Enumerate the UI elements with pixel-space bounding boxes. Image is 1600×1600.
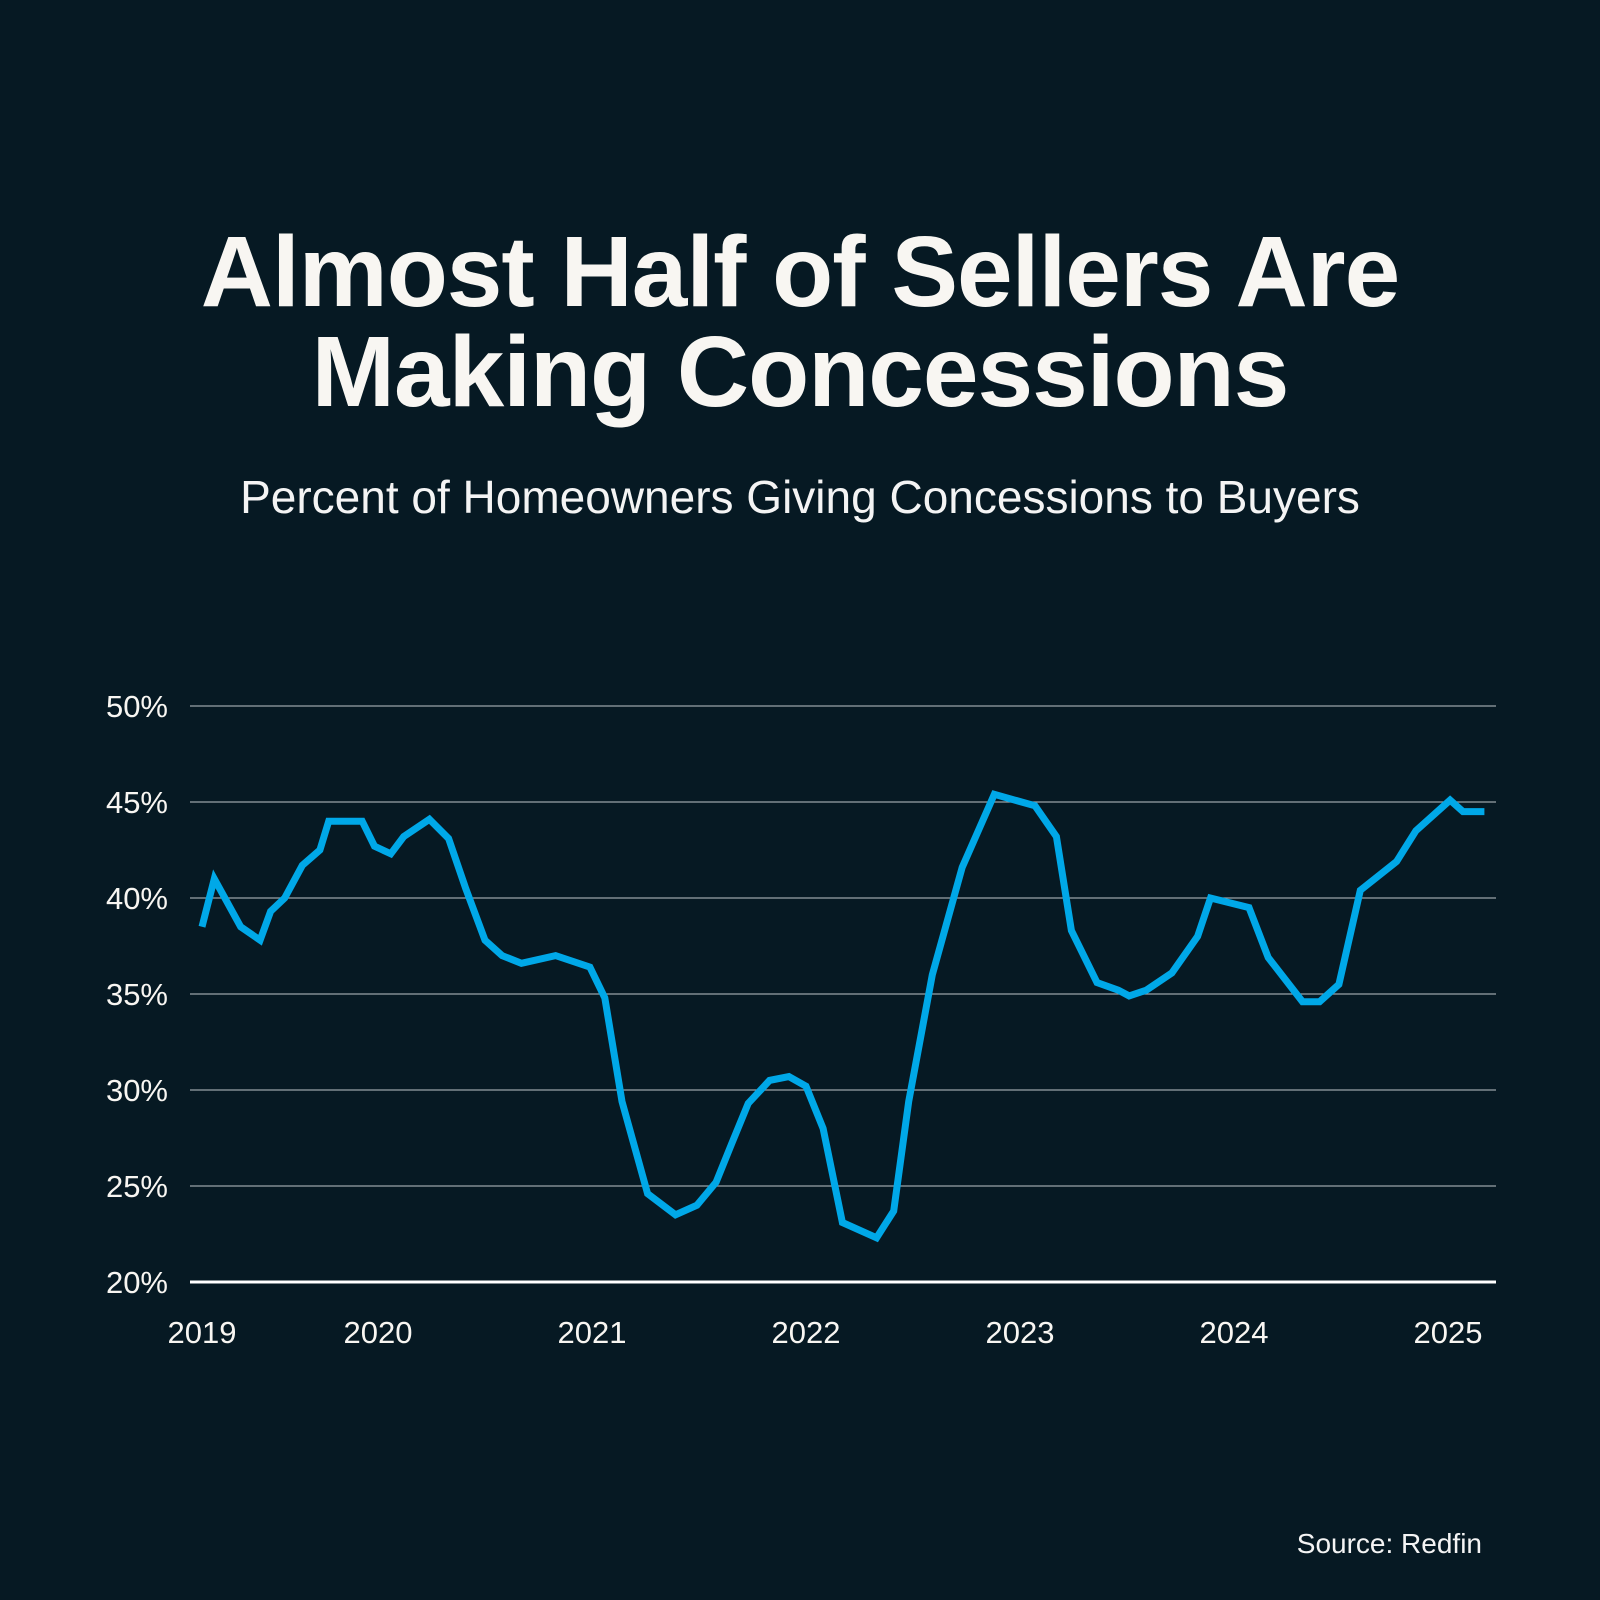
- x-tick-label: 2019: [168, 1315, 237, 1350]
- series-line: [198, 790, 1485, 1243]
- x-tick-label: 2021: [558, 1315, 627, 1350]
- series-layer: [198, 790, 1485, 1243]
- x-axis-tick-labels: 2019 2020 2021 2022 2023 2024 2025: [168, 1315, 1483, 1350]
- y-axis-tick-labels: 20% 25% 30% 35% 40% 45% 50%: [106, 689, 168, 1300]
- y-tick-label: 20%: [106, 1265, 168, 1300]
- chart-title: Almost Half of Sellers Are Making Conces…: [0, 222, 1600, 422]
- x-tick-label: 2024: [1200, 1315, 1269, 1350]
- y-tick-label: 30%: [106, 1073, 168, 1108]
- x-tick-label: 2025: [1414, 1315, 1483, 1350]
- x-tick-label: 2020: [344, 1315, 413, 1350]
- x-tick-label: 2022: [772, 1315, 841, 1350]
- chart-title-line-2: Making Concessions: [311, 316, 1290, 428]
- y-tick-label: 50%: [106, 689, 168, 724]
- chart-title-line-1: Almost Half of Sellers Are: [200, 216, 1400, 328]
- source-note: Source: Redfin: [1296, 1528, 1482, 1559]
- y-tick-label: 35%: [106, 977, 168, 1012]
- chart-subtitle: Percent of Homeowners Giving Concessions…: [240, 471, 1360, 523]
- x-tick-label: 2023: [986, 1315, 1055, 1350]
- y-tick-label: 25%: [106, 1169, 168, 1204]
- gridlines: [190, 705, 1496, 1284]
- y-tick-label: 40%: [106, 881, 168, 916]
- y-tick-label: 45%: [106, 785, 168, 820]
